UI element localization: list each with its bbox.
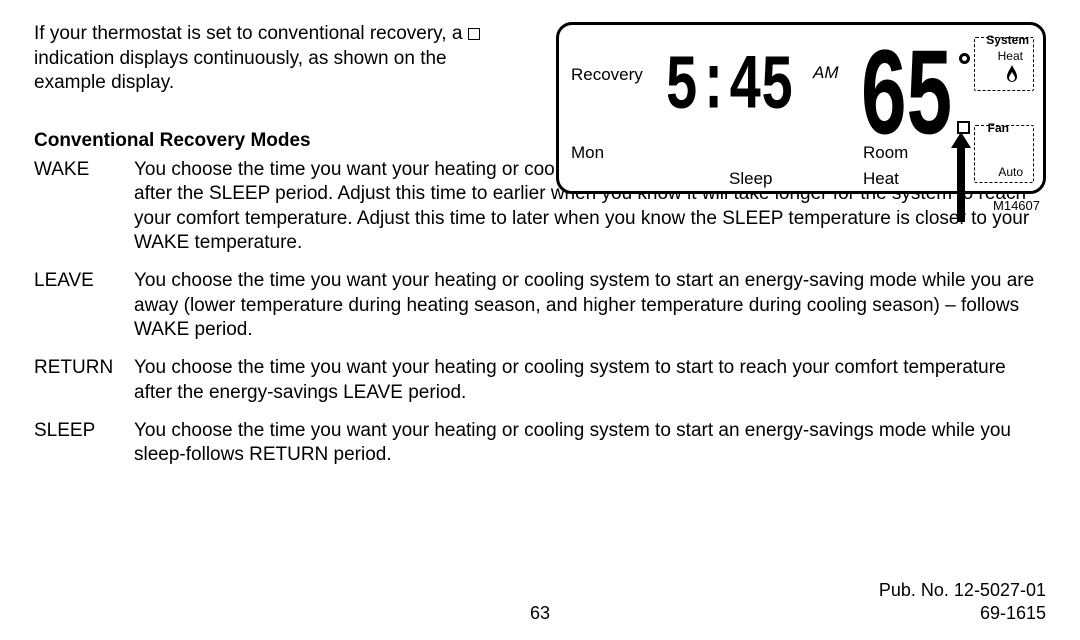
thermostat-display: Recovery 5:45 AM 65 Mon Sleep Room Heat … <box>556 22 1046 213</box>
mode-term: LEAVE <box>34 269 134 342</box>
day-label: Mon <box>571 143 604 163</box>
time-readout: 5:45 <box>665 43 792 132</box>
mode-term: SLEEP <box>34 419 134 468</box>
intro-paragraph: If your thermostat is set to conventiona… <box>34 22 544 96</box>
recovery-label: Recovery <box>571 65 643 85</box>
mode-row: LEAVE You choose the time you want your … <box>34 269 1046 342</box>
footer-right: Pub. No. 12-5027-01 69-1615 <box>879 579 1046 624</box>
mode-desc: You choose the time you want your heatin… <box>134 419 1046 468</box>
intro-line1a: If your thermostat is set to conventiona… <box>34 23 468 44</box>
callout-arrow <box>951 132 971 222</box>
lcd-frame: Recovery 5:45 AM 65 Mon Sleep Room Heat … <box>556 22 1046 194</box>
system-mode: Heat <box>998 49 1023 63</box>
pub-number: Pub. No. 12-5027-01 <box>879 580 1046 600</box>
room-label: Room <box>863 143 908 163</box>
intro-line3: example display. <box>34 72 174 93</box>
mode-desc: You choose the time you want your heatin… <box>134 356 1046 405</box>
mode-term: RETURN <box>34 356 134 405</box>
ampm-label: AM <box>813 63 839 83</box>
system-title: System <box>986 33 1029 47</box>
doc-number: 69-1615 <box>980 603 1046 623</box>
period-label: Sleep <box>729 169 772 189</box>
flame-icon <box>1005 65 1019 88</box>
fan-title: Fan <box>988 121 1009 135</box>
degree-icon <box>959 53 970 64</box>
figure-number: M14607 <box>556 194 1046 213</box>
page-root: If your thermostat is set to conventiona… <box>0 0 1080 640</box>
mode-row: SLEEP You choose the time you want your … <box>34 419 1046 468</box>
mode-desc: You choose the time you want your heatin… <box>134 269 1046 342</box>
page-footer: 63 Pub. No. 12-5027-01 69-1615 <box>34 603 1046 624</box>
indicator-square-inline <box>468 28 480 40</box>
fan-mode: Auto <box>998 165 1023 179</box>
mode-row: RETURN You choose the time you want your… <box>34 356 1046 405</box>
mode-term: WAKE <box>34 158 134 255</box>
intro-line2: indication displays continuously, as sho… <box>34 48 447 69</box>
heat-label: Heat <box>863 169 899 189</box>
